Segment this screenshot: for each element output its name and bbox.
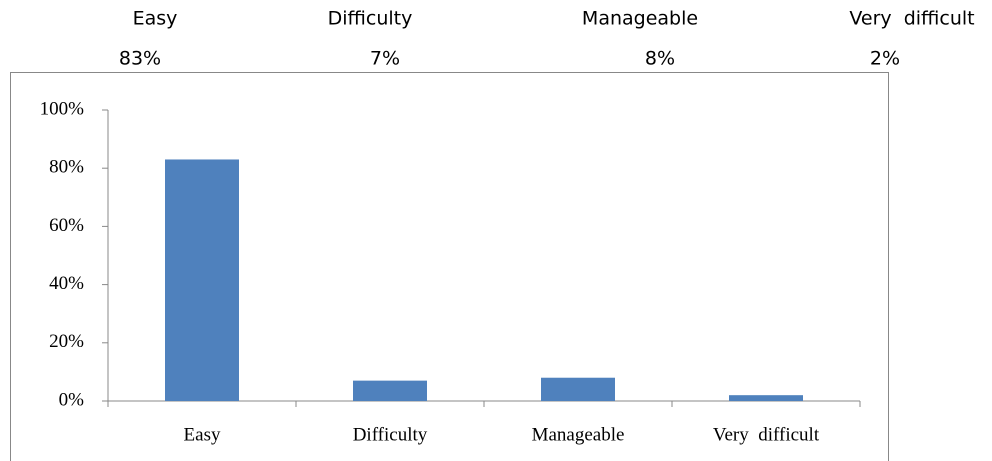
header-category: Difficulty xyxy=(328,8,413,30)
header-value-label: 7% xyxy=(370,48,400,70)
bar xyxy=(541,377,615,401)
x-tick-label: Difficulty xyxy=(353,424,428,445)
bar xyxy=(165,159,239,401)
y-tick-label: 0% xyxy=(59,389,85,410)
x-tick-label: Manageable xyxy=(532,424,625,445)
y-tick-label: 20% xyxy=(49,331,84,352)
x-tick-label: Easy xyxy=(184,424,221,445)
bar xyxy=(729,395,803,401)
x-tick-label: Very difficult xyxy=(713,424,820,445)
bar xyxy=(353,380,427,401)
header-value-label: 8% xyxy=(645,48,675,70)
header-value-label: 83% xyxy=(119,48,161,70)
header-value-label: 2% xyxy=(870,48,900,70)
y-tick-label: 80% xyxy=(49,157,84,178)
chart-frame xyxy=(10,72,889,461)
y-tick-label: 100% xyxy=(40,98,85,119)
y-tick-label: 60% xyxy=(49,215,84,236)
header-category: Easy xyxy=(133,8,178,30)
y-tick-label: 40% xyxy=(49,273,84,294)
header-category: Manageable xyxy=(582,8,698,30)
header-category: Very difficult xyxy=(849,8,974,30)
